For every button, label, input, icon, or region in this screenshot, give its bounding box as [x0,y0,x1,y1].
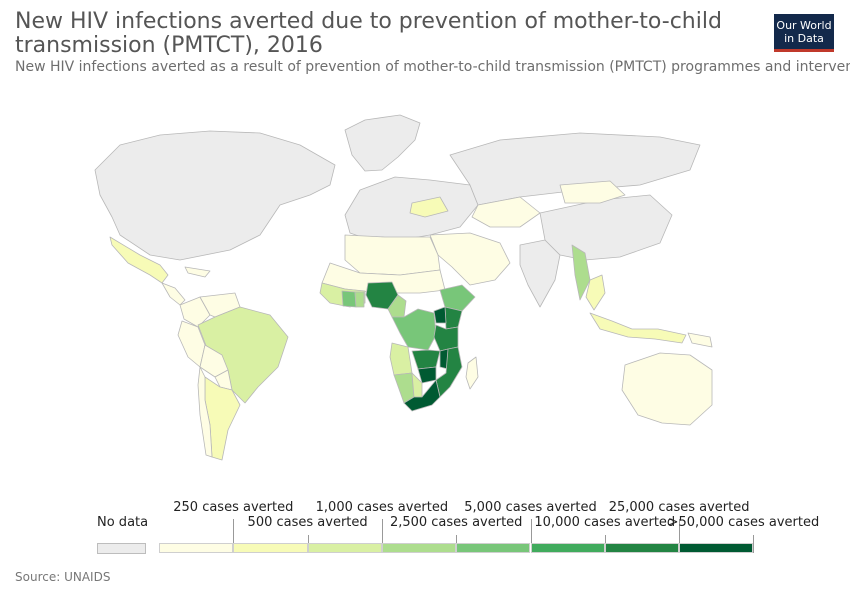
region-south-africa[interactable] [403,379,441,412]
legend-bin-1[interactable] [159,543,234,553]
region-madagascar[interactable] [465,356,479,390]
logo-line2: in Data [784,31,824,45]
region-central-america[interactable] [161,282,186,306]
region-cote-d-ivoire[interactable] [341,290,357,308]
legend-bin-5[interactable] [456,543,531,553]
region-china[interactable] [539,194,673,261]
legend-bin-label-2: 500 cases averted [247,515,368,530]
legend-bin-7[interactable] [604,543,680,553]
region-zimbabwe[interactable] [417,366,437,384]
region-mozambique[interactable] [435,346,463,398]
legend-bin-2[interactable] [233,543,308,553]
region-ukraine[interactable] [409,196,449,218]
legend-no-data-label: No data [97,515,149,530]
region-tanzania[interactable] [433,324,459,352]
region-bolivia[interactable] [199,344,229,378]
legend-bin-6[interactable] [530,543,605,553]
region-caribbean[interactable] [184,266,211,278]
region-zambia[interactable] [411,349,441,370]
region-india[interactable] [519,239,561,308]
region-angola[interactable] [389,342,413,376]
region-north-africa[interactable] [344,234,441,276]
legend-bin-label-5: 5,000 cases averted [464,500,597,515]
region-colombia[interactable] [179,296,211,328]
legend-bin-label-3: 1,000 cases averted [315,500,449,515]
region-mongolia[interactable] [559,180,626,204]
region-indonesia[interactable] [589,312,687,344]
region-papua-new-guinea[interactable] [687,332,713,348]
region-thailand[interactable] [585,274,606,311]
legend-bin-label-4: 2,500 cases averted [389,515,523,530]
legend-tick [530,519,532,553]
region-australia[interactable] [621,352,713,426]
legend-tick [233,519,235,553]
region-myanmar[interactable] [571,244,591,301]
legend-bin-4[interactable] [381,543,457,553]
legend-bin-label-8: >50,000 cases averted [667,515,820,530]
chart-subtitle: New HIV infections averted as a result o… [15,59,850,75]
world-map-svg [94,114,713,461]
region-russia[interactable] [449,132,701,206]
legend-bin-label-1: 250 cases averted [173,500,294,515]
owid-logo[interactable]: Our World in Data [774,14,834,52]
color-legend: No data 250 cases averted 500 cases avert… [0,495,850,565]
legend-tick [679,519,681,553]
world-map [0,85,850,485]
legend-no-data-swatch [97,543,146,554]
legend-bin-label-7: 25,000 cases averted [608,500,750,515]
region-chile[interactable] [197,366,213,458]
legend-bin-label-6: 10,000 cases averted [534,515,676,530]
legend-tick [753,535,755,553]
logo-line1: Our World [776,18,832,32]
region-ethiopia[interactable] [439,284,476,312]
region-ghana[interactable] [354,291,365,308]
chart-title: New HIV infections averted due to preven… [15,9,722,58]
region-uganda[interactable] [433,306,447,324]
region-kenya[interactable] [444,306,463,330]
source-note[interactable]: Source: UNAIDS [15,570,111,584]
region-cameroon[interactable] [387,294,407,318]
region-north-america[interactable] [94,130,336,261]
legend-bin-3[interactable] [307,543,382,553]
region-kazakhstan[interactable] [471,196,541,228]
region-greenland[interactable] [344,114,421,172]
region-middle-east[interactable] [429,232,511,286]
legend-tick [381,519,383,553]
legend-bin-8[interactable] [679,543,754,553]
